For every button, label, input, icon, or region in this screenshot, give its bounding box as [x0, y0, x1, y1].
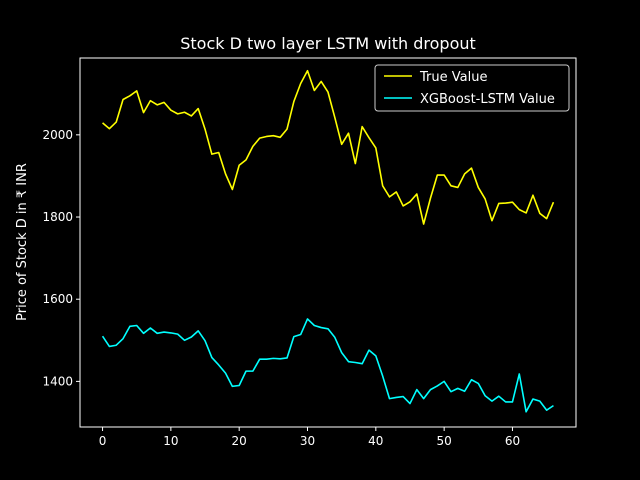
y-tick-label: 2000 [42, 128, 73, 142]
legend: True Value XGBoost-LSTM Value [374, 64, 570, 112]
plot-area [101, 69, 555, 413]
x-tick-label: 20 [232, 434, 247, 448]
y-tick-label: 1600 [42, 292, 73, 306]
y-axis: 1400 1600 1800 2000 [42, 128, 80, 388]
x-tick-label: 30 [300, 434, 315, 448]
y-axis-label: Price of Stock D in ₹ INR [15, 163, 30, 321]
legend-label-0: True Value [419, 70, 487, 85]
series-line-0 [102, 69, 555, 225]
x-tick-label: 50 [437, 434, 452, 448]
series-line-1 [101, 318, 554, 413]
x-tick-label: 0 [99, 434, 107, 448]
x-tick-label: 60 [505, 434, 520, 448]
y-tick-label: 1400 [42, 374, 73, 388]
chart-title: Stock D two layer LSTM with dropout [180, 34, 476, 53]
plot-frame [79, 57, 577, 428]
legend-box [374, 64, 570, 112]
x-tick-label: 40 [368, 434, 383, 448]
x-axis: 0 10 20 30 40 50 60 [99, 427, 520, 448]
y-tick-label: 1800 [42, 210, 73, 224]
legend-label-1: XGBoost-LSTM Value [420, 92, 555, 107]
x-tick-label: 10 [163, 434, 178, 448]
